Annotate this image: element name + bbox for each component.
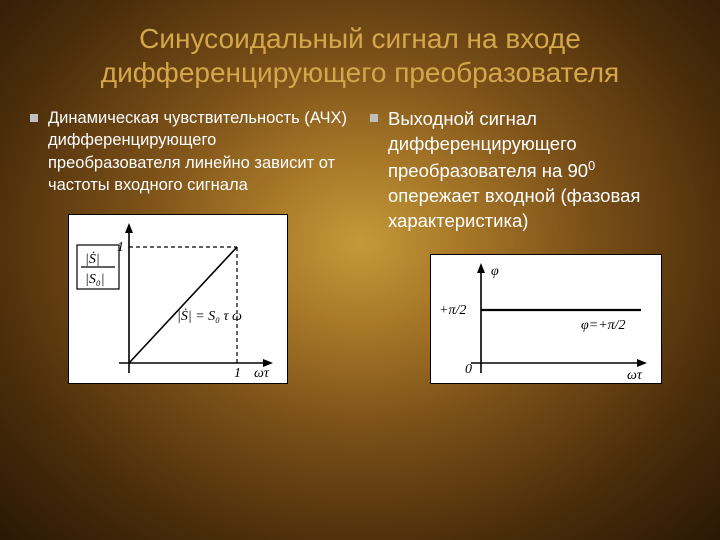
y-axis-label-bottom: |S₀|: [85, 272, 105, 287]
phase-line-label: φ=+π/2: [581, 318, 626, 333]
phase-tick-label: +π/2: [439, 303, 466, 318]
phase-x-label: ωτ: [627, 368, 643, 383]
x-tick-1: 1: [234, 366, 241, 381]
phase-origin-label: 0: [465, 362, 472, 377]
list-item: Выходной сигнал дифференцирующего преобр…: [370, 107, 690, 234]
amplitude-chart: |Ṡ| |S₀| 1 1 ωτ |Ṡ| = S₀ τ ω: [68, 214, 288, 384]
right-column: Выходной сигнал дифференцирующего преобр…: [370, 107, 690, 384]
list-item: Динамическая чувствительность (АЧХ) дифф…: [30, 107, 350, 196]
y-tick-1: 1: [117, 240, 124, 255]
x-axis-label: ωτ: [254, 366, 270, 381]
phase-chart: φ +π/2 φ=+π/2 0 ωτ: [430, 254, 662, 384]
left-column: Динамическая чувствительность (АЧХ) дифф…: [30, 107, 350, 384]
phase-y-label: φ: [491, 264, 499, 279]
slide-title: Синусоидальный сигнал на входе дифференц…: [0, 0, 720, 107]
bullet-icon: [30, 114, 38, 122]
bullet-icon: [370, 114, 378, 122]
left-bullet-text: Динамическая чувствительность (АЧХ) дифф…: [48, 107, 350, 196]
right-bullet-text: Выходной сигнал дифференцирующего преобр…: [388, 107, 690, 234]
y-axis-label: |Ṡ|: [85, 250, 100, 267]
line-equation-label: |Ṡ| = S₀ τ ω: [177, 307, 242, 324]
content-columns: Динамическая чувствительность (АЧХ) дифф…: [0, 107, 720, 384]
